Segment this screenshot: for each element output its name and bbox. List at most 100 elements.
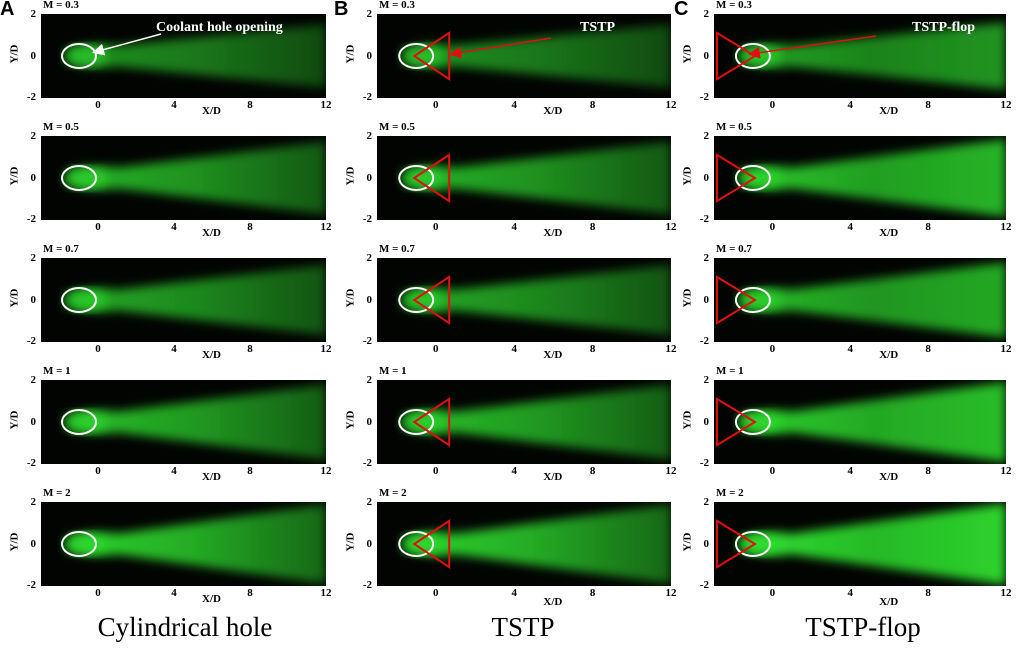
y-tick-label: 0 [703,294,710,306]
x-tick-label: 0 [769,587,776,599]
y-tick-label: 0 [366,294,373,306]
y-axis-label: Y/D [8,288,21,308]
column-letter: A [0,0,15,20]
jet-core [400,288,445,312]
coolant-hole-outline [61,287,97,313]
x-tick-label: 0 [95,221,101,233]
jet-image-svg [398,264,671,336]
x-tick-label: 12 [665,221,677,233]
x-tick-label: 8 [589,587,596,599]
coolant-jet [67,264,326,336]
blowing-ratio-label: M = 0.7 [716,243,752,255]
column-c: C TSTP-flop M = 0.3 2 0 -2 Y/D TSTP-flop 0 4 8 12 X/… [674,0,1024,670]
jet-image-svg [61,264,326,336]
tstp-outline [412,31,451,81]
y-tick-label: 0 [366,538,373,550]
blowing-ratio-label: M = 0.5 [716,121,752,133]
flow-visualization-image [714,14,1006,98]
flow-visualization-image [41,136,326,220]
x-tick-label: 8 [589,465,596,477]
flow-visualization-image [377,502,671,586]
jet-core [400,410,445,434]
annotation-label: TSTP [580,20,616,35]
column-letter: C [674,0,689,20]
jet-core [63,44,107,68]
coolant-hole-outline [734,531,771,557]
flow-visualization-image [377,14,671,98]
y-tick-label: 2 [703,496,710,508]
tstp-flop-outline [715,519,757,569]
x-tick-label: 0 [95,465,101,477]
blowing-ratio-label: M = 2 [379,487,407,499]
image-panel: M = 1 2 0 -2 Y/D 0 4 8 12 X/D [8,365,338,488]
annotation-arrow [449,37,552,59]
y-tick-label: 0 [366,50,373,62]
x-tick-label: 8 [247,343,253,355]
x-tick-label: 4 [847,99,854,111]
y-tick-label: -2 [699,213,709,225]
tstp-flop-outline [715,153,757,203]
y-tick-label: 2 [30,130,37,142]
image-panel: M = 0.3 2 0 -2 Y/D TSTP 0 4 8 12 X/D [344,0,676,122]
y-axis-label: Y/D [681,166,694,186]
x-tick-label: 4 [171,587,177,599]
blowing-ratio-label: M = 0.3 [43,0,79,11]
blowing-ratio-label: M = 0.3 [379,0,415,11]
flow-visualization-image [714,136,1006,220]
jet-image-svg [715,262,1006,338]
image-panel: M = 0.5 2 0 -2 Y/D 0 4 8 12 X/D [344,121,676,244]
coolant-hole-outline [734,43,771,69]
column-a: A Cylindrical hole M = 0.3 2 0 -2 Y/D Coolant h… [0,0,348,670]
x-tick-label: 4 [171,343,177,355]
blowing-ratio-label: M = 1 [716,365,744,377]
x-tick-label: 4 [847,465,854,477]
flow-visualization-image [714,258,1006,342]
column-caption: Cylindrical hole [97,612,273,642]
coolant-hole-outline [398,43,435,69]
coolant-hole-outline [398,165,435,191]
x-tick-label: 4 [511,99,517,111]
coolant-jet [740,381,1006,463]
tstp-outline [412,397,451,447]
x-tick-label: 0 [769,99,776,111]
image-panel: M = 2 2 0 -2 Y/D 0 4 8 12 X/D [8,487,338,610]
coolant-jet [67,504,326,584]
coolant-hole-outline [734,409,771,435]
coolant-jet [404,504,671,584]
x-tick-label: 0 [769,221,776,233]
annotation-label: TSTP-flop [912,20,976,35]
image-panel: M = 1 2 0 -2 Y/D 0 4 8 12 X/D [681,365,1016,488]
x-axis-label: X/D [879,471,899,483]
coolant-jet [740,262,1006,338]
x-tick-label: 0 [95,99,101,111]
x-tick-label: 0 [433,343,439,355]
jet-image-svg [61,24,326,88]
x-axis-label: X/D [202,471,221,483]
jet-core [736,288,781,312]
x-tick-label: 4 [171,221,177,233]
y-tick-label: 2 [703,252,710,264]
y-tick-label: 2 [30,252,37,264]
y-tick-label: -2 [699,91,709,103]
tstp-flop-outline [715,275,757,325]
x-tick-label: 8 [247,465,253,477]
x-axis-label: X/D [543,596,563,608]
y-tick-label: -2 [26,579,36,591]
jet-core [63,410,107,434]
jet-image-svg [398,24,671,88]
x-tick-label: 12 [1000,343,1012,355]
jet-image-svg [398,384,671,460]
y-axis-label: Y/D [344,532,357,552]
annotation-arrow [92,33,162,56]
coolant-hole-outline [61,409,97,435]
tstp-outline [412,275,451,325]
x-tick-label: 4 [847,587,854,599]
blowing-ratio-label: M = 1 [379,365,407,377]
x-tick-label: 4 [171,99,177,111]
flow-visualization-image [377,258,671,342]
y-tick-label: 2 [703,374,710,386]
annotation-arrow [747,35,877,59]
x-axis-label: X/D [543,349,563,361]
x-tick-label: 8 [589,343,596,355]
jet-core [736,410,781,434]
